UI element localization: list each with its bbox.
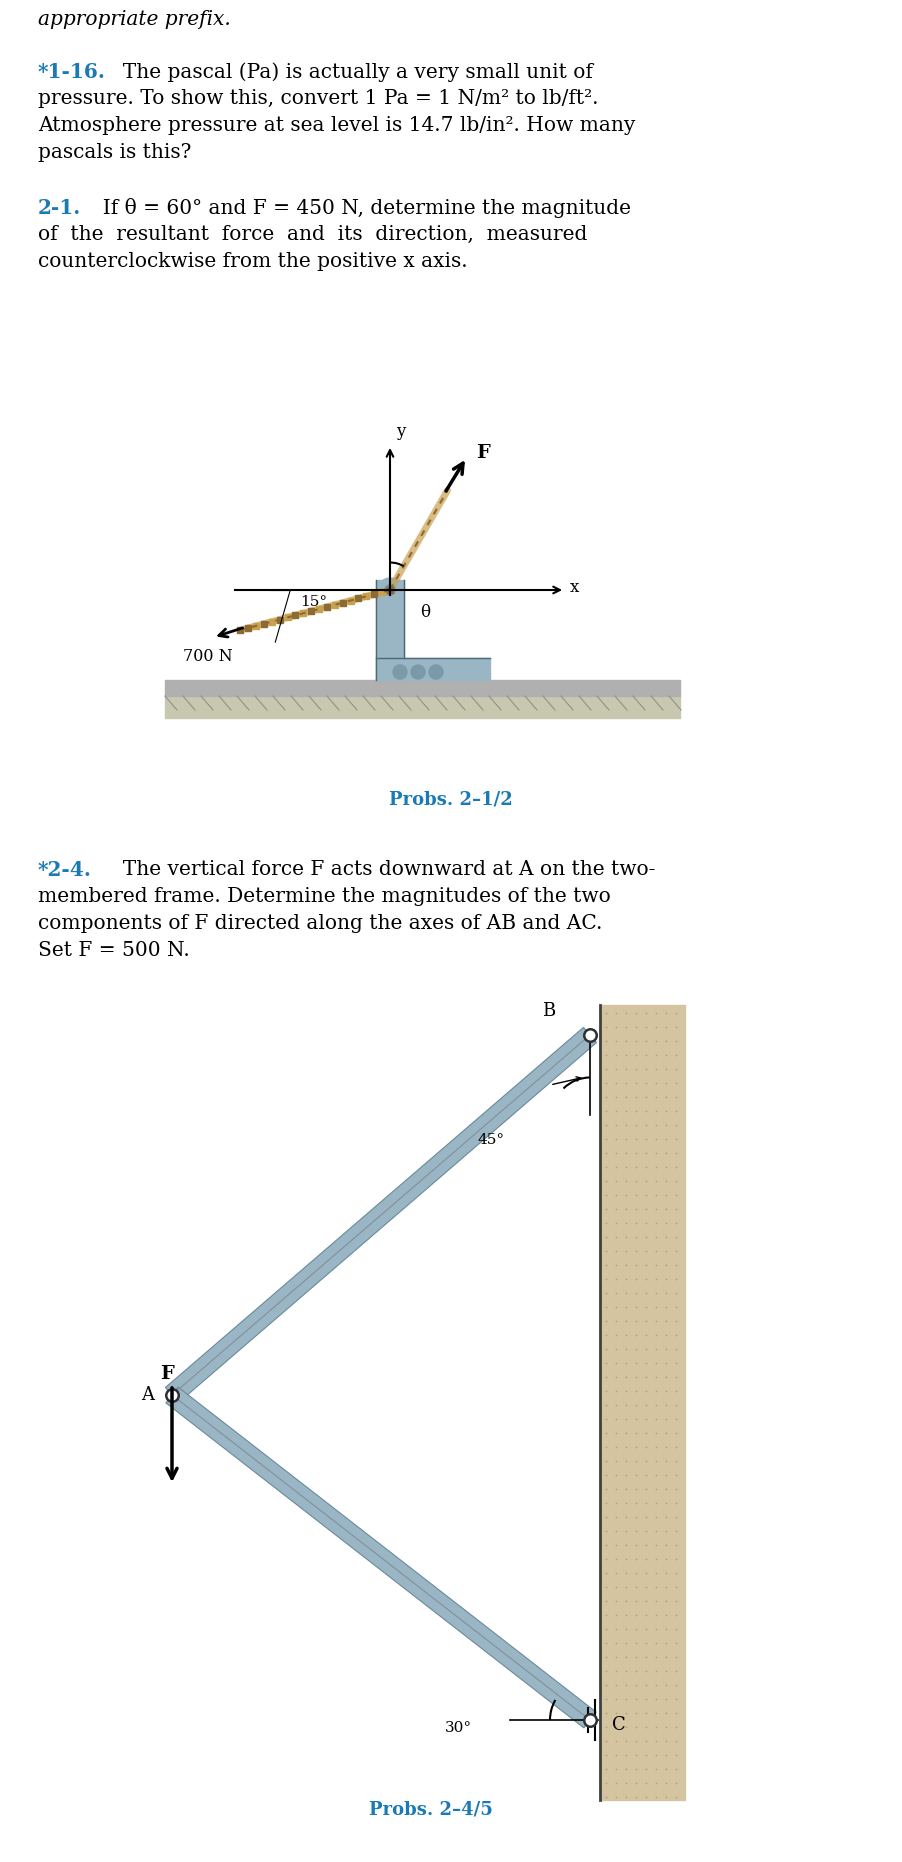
Text: y: y xyxy=(396,423,405,439)
Text: F: F xyxy=(476,445,491,462)
Text: *1-16.: *1-16. xyxy=(38,61,106,82)
Text: Probs. 2–1/2: Probs. 2–1/2 xyxy=(389,789,513,808)
Text: Set F = 500 N.: Set F = 500 N. xyxy=(38,940,189,961)
Text: 30°: 30° xyxy=(445,1720,472,1735)
Bar xyxy=(600,1005,685,1801)
Circle shape xyxy=(429,665,443,680)
Text: C: C xyxy=(612,1717,626,1734)
Text: Atmosphere pressure at sea level is 14.7 lb/in². How many: Atmosphere pressure at sea level is 14.7… xyxy=(38,115,635,136)
Text: 15°: 15° xyxy=(300,596,327,609)
Text: pascals is this?: pascals is this? xyxy=(38,143,191,162)
Text: θ: θ xyxy=(420,603,430,622)
Text: pressure. To show this, convert 1 Pa = 1 N/m² to lb/ft².: pressure. To show this, convert 1 Pa = 1… xyxy=(38,89,599,108)
Text: If θ = 60° and F = 450 N, determine the magnitude: If θ = 60° and F = 450 N, determine the … xyxy=(90,197,631,218)
Text: A: A xyxy=(141,1385,154,1404)
Text: 45°: 45° xyxy=(478,1132,505,1147)
Text: of  the  resultant  force  and  its  direction,  measured: of the resultant force and its direction… xyxy=(38,225,587,244)
Text: 2-1.: 2-1. xyxy=(38,197,81,218)
Text: membered frame. Determine the magnitudes of the two: membered frame. Determine the magnitudes… xyxy=(38,886,611,907)
Text: The vertical force F acts downward at A on the two-: The vertical force F acts downward at A … xyxy=(110,860,656,879)
Polygon shape xyxy=(165,1028,596,1402)
Text: x: x xyxy=(570,579,579,596)
Text: Probs. 2–4/5: Probs. 2–4/5 xyxy=(369,1801,492,1817)
Text: F: F xyxy=(161,1365,174,1383)
Text: counterclockwise from the positive x axis.: counterclockwise from the positive x axi… xyxy=(38,251,467,272)
Text: 700 N: 700 N xyxy=(183,648,233,665)
Text: The pascal (Pa) is actually a very small unit of: The pascal (Pa) is actually a very small… xyxy=(110,61,593,82)
Circle shape xyxy=(411,665,425,680)
Polygon shape xyxy=(166,1387,596,1728)
Circle shape xyxy=(385,585,395,596)
Text: B: B xyxy=(542,1002,555,1020)
Text: *2-4.: *2-4. xyxy=(38,860,92,881)
Circle shape xyxy=(378,577,402,601)
Circle shape xyxy=(393,665,407,680)
Text: components of F directed along the axes of AB and AC.: components of F directed along the axes … xyxy=(38,914,603,933)
Text: appropriate prefix.: appropriate prefix. xyxy=(38,9,231,30)
